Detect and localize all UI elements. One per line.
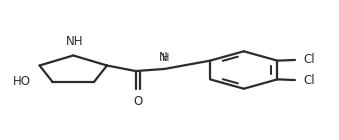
Text: O: O xyxy=(134,95,143,108)
Text: N: N xyxy=(159,51,168,64)
Text: NH: NH xyxy=(66,35,84,48)
Text: H: H xyxy=(162,53,169,63)
Text: HO: HO xyxy=(13,75,31,88)
Text: Cl: Cl xyxy=(303,74,315,87)
Text: Cl: Cl xyxy=(303,53,315,66)
